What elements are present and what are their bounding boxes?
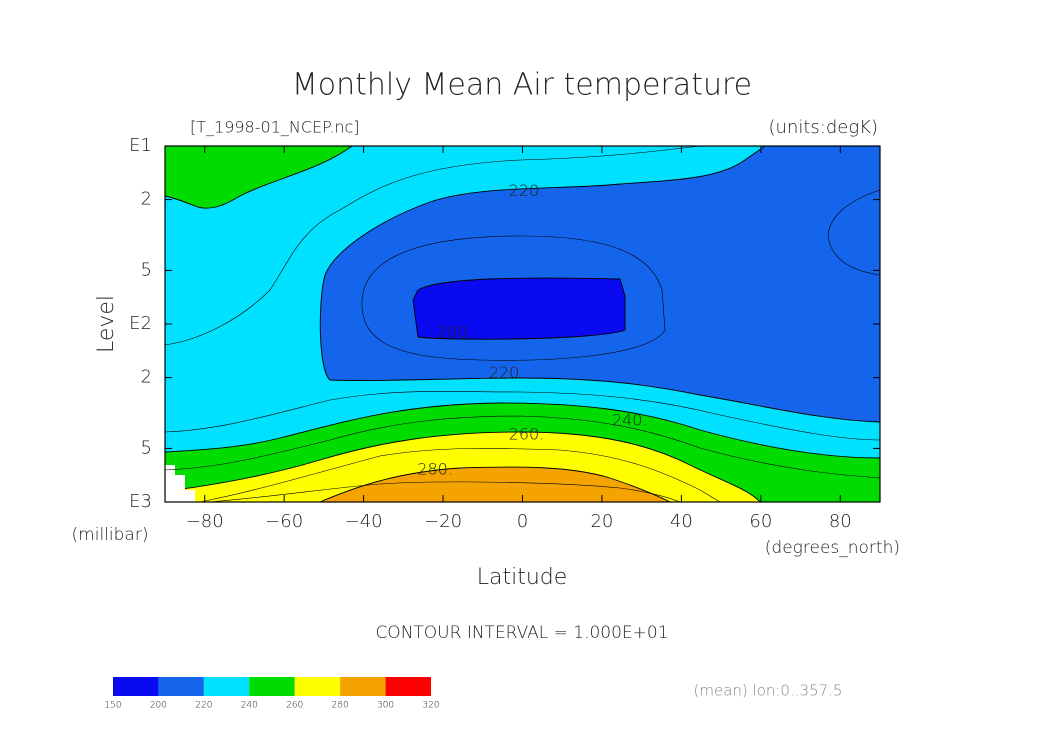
plot-area <box>164 145 881 503</box>
colorbar-label: 200 <box>150 701 167 711</box>
contour-label: 260. <box>509 424 545 443</box>
contour-line <box>199 448 721 503</box>
contour-label: 220. <box>489 363 525 382</box>
y-tick-label: 2 <box>141 367 152 388</box>
colorbar-label: 320 <box>422 701 439 711</box>
colorbar-swatch <box>203 677 250 696</box>
y-axis-units: (millibar) <box>72 525 149 545</box>
x-tick-label: 0 <box>517 511 528 532</box>
missing-data <box>165 465 195 502</box>
y-tick-label: 2 <box>141 189 152 210</box>
contour-label: 200. <box>437 322 473 341</box>
colorbar-label: 150 <box>104 701 121 711</box>
colorbar-swatch <box>113 677 159 696</box>
contour-line <box>827 189 881 276</box>
colorbar-label: 280 <box>332 701 349 711</box>
colorbar-swatch <box>158 677 204 696</box>
file-label: [T_1998-01_NCEP.nc] <box>190 118 360 137</box>
contour-label: 280. <box>417 459 453 478</box>
y-tick-label: 5 <box>141 259 152 280</box>
band-240-260 <box>164 145 354 209</box>
colorbar-label: 260 <box>286 701 303 711</box>
contour-line <box>164 145 701 346</box>
y-tick-label: E1 <box>129 135 152 156</box>
contour-label: 240. <box>612 410 648 429</box>
colorbar-swatch <box>249 677 295 696</box>
y-tick-label: E2 <box>129 313 152 334</box>
y-axis-title: Level <box>94 295 119 353</box>
x-tick-label: 40 <box>670 511 693 532</box>
contour-interval: CONTOUR INTERVAL = 1.000E+01 <box>375 623 668 643</box>
x-tick-label: 80 <box>829 511 852 532</box>
units-label: (units:degK) <box>769 117 878 138</box>
colorbar-swatch <box>385 677 431 696</box>
colorbar-label: 300 <box>377 701 394 711</box>
x-tick-label: −80 <box>186 511 224 532</box>
y-tick-label: 5 <box>141 437 152 458</box>
mean-note: (mean) lon:0..357.5 <box>694 682 843 700</box>
x-axis-title: Latitude <box>477 565 568 590</box>
x-tick-label: −20 <box>424 511 462 532</box>
colorbar-swatch <box>340 677 386 696</box>
colorbar-label: 220 <box>195 701 212 711</box>
x-tick-label: −60 <box>265 511 303 532</box>
x-tick-label: −40 <box>345 511 383 532</box>
x-tick-label: 60 <box>749 511 772 532</box>
colorbar-label: 240 <box>241 701 258 711</box>
contour-line <box>164 391 881 441</box>
x-tick-label: 20 <box>590 511 613 532</box>
chart-title: Monthly Mean Air temperature <box>292 68 752 103</box>
x-axis-units: (degrees_north) <box>765 538 900 558</box>
contour-label: 220. <box>509 181 545 200</box>
contour-line <box>209 481 681 503</box>
band-150-200 <box>412 277 626 340</box>
y-tick-label: E3 <box>129 491 152 512</box>
contour-line <box>361 235 666 361</box>
contour-line <box>164 415 881 479</box>
colorbar-swatch <box>294 677 341 696</box>
band-280-300 <box>319 466 671 503</box>
